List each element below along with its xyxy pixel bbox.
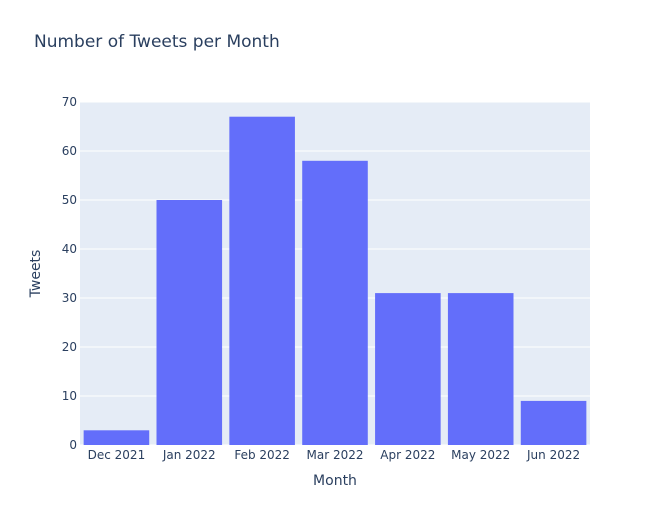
y-tick-label: 40 <box>62 242 77 256</box>
bar <box>520 400 587 445</box>
x-tick-label: Jan 2022 <box>162 448 216 462</box>
bar <box>447 293 514 445</box>
y-tick-label: 20 <box>62 340 77 354</box>
x-tick-label: Apr 2022 <box>380 448 435 462</box>
y-tick-label: 50 <box>62 193 77 207</box>
y-tick-label: 60 <box>62 144 77 158</box>
y-tick-label: 0 <box>69 438 77 452</box>
x-tick-label: May 2022 <box>451 448 510 462</box>
x-axis-ticks: Dec 2021 Jan 2022 Feb 2022 Mar 2022 Apr 2022… <box>88 448 580 462</box>
y-axis-title: Tweets <box>28 250 44 299</box>
chart-title: Number of Tweets per Month <box>34 32 280 52</box>
bar <box>302 160 368 446</box>
bar <box>229 116 295 445</box>
x-tick-label: Jun 2022 <box>526 448 580 462</box>
y-axis-ticks: 0 10 20 30 40 50 60 70 <box>62 95 77 452</box>
x-tick-label: Dec 2021 <box>88 448 146 462</box>
y-tick-label: 10 <box>62 389 77 403</box>
bar <box>83 430 150 445</box>
x-axis-title: Month <box>313 473 357 489</box>
bar <box>156 200 223 445</box>
y-tick-label: 30 <box>62 291 77 305</box>
y-tick-label: 70 <box>62 95 77 109</box>
bars <box>83 116 587 446</box>
x-tick-label: Feb 2022 <box>234 448 290 462</box>
x-tick-label: Mar 2022 <box>307 448 364 462</box>
bar <box>375 293 441 445</box>
